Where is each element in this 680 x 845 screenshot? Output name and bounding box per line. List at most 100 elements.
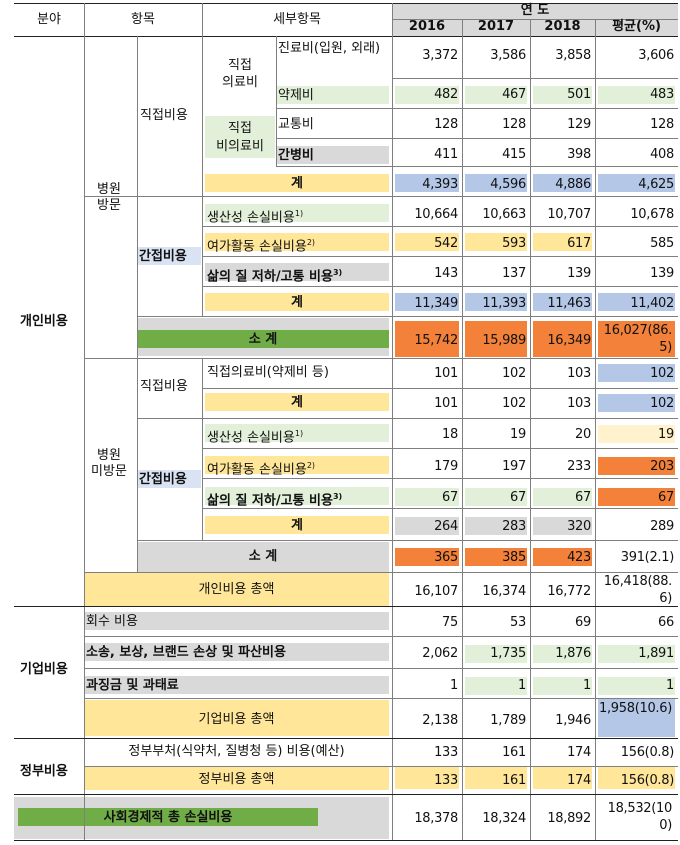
row-value: 75 (442, 615, 458, 630)
row-value: 542 (434, 236, 458, 251)
row-value: 53 (510, 615, 526, 630)
grid-line (202, 256, 392, 257)
grid-line (392, 166, 678, 167)
grid-line (392, 256, 678, 257)
row-label: 삶의 질 저하/고통 비용3) (207, 268, 343, 285)
grid-line (392, 418, 678, 419)
row-value: 161 (502, 773, 526, 788)
fill-label (137, 470, 201, 488)
row-value: 1 (518, 678, 526, 693)
row-value: 10,707 (547, 207, 591, 222)
grid-line (202, 286, 392, 287)
grid-line (530, 19, 531, 840)
value-fill (598, 767, 675, 789)
row-value: 3,586 (490, 48, 526, 63)
row-value: 67 (510, 490, 526, 505)
grid-line (392, 286, 678, 287)
value-fill (598, 645, 675, 663)
row-value: 102 (502, 366, 526, 381)
fill-label (205, 424, 389, 442)
fill-label (205, 293, 389, 311)
row-label: 기업비용 총액 (198, 712, 275, 727)
row-value: 18,324 (482, 811, 526, 826)
row-value: 283 (502, 519, 526, 534)
grid-line (392, 138, 678, 139)
grid-line (84, 766, 392, 767)
row-label: 여가활동 손실비용2) (207, 238, 316, 255)
row-value: 18,532(100) (607, 801, 673, 833)
row-label: 계 (291, 176, 303, 191)
row-label: 과징금 및 과태료 (86, 678, 179, 693)
value-fill (395, 488, 459, 506)
value-fill (465, 174, 527, 192)
row-label: 사회경제적 총 손실비용 (103, 810, 233, 825)
value-fill (533, 86, 592, 104)
fill-label (137, 542, 389, 572)
grid-line (392, 226, 678, 227)
value-fill (598, 488, 675, 506)
grid-line (392, 698, 678, 699)
row-value: 365 (434, 550, 458, 565)
row-value: 19 (510, 427, 526, 442)
row-label: 생산성 손실비용1) (207, 209, 304, 226)
fill-label (84, 612, 389, 630)
grid-line (137, 540, 392, 541)
grid-line (202, 226, 392, 227)
row-value: 101 (434, 366, 458, 381)
row-value: 1 (450, 678, 458, 693)
header-year-2017: 2017 (477, 19, 515, 34)
fill-label (205, 516, 389, 534)
row-value: 264 (434, 519, 458, 534)
grid-line (202, 448, 392, 449)
row-value: 197 (502, 459, 526, 474)
grid-line (84, 358, 392, 359)
row-value: 174 (567, 745, 591, 760)
grid-line (14, 3, 678, 4)
row-value: 139 (567, 266, 591, 281)
row-value: 128 (502, 117, 526, 132)
row-label: 삶의 질 저하/고통 비용3) (207, 492, 343, 509)
header-year-band (392, 4, 678, 36)
row-value: 15,989 (482, 333, 526, 348)
row-value: 66 (658, 615, 674, 630)
row-value: 67 (658, 490, 674, 505)
grid-line (392, 358, 678, 359)
row-value: 501 (567, 87, 591, 102)
row-value: 233 (567, 459, 591, 474)
row-value: 408 (650, 147, 674, 162)
header-detail: 세부항목 (273, 12, 321, 27)
row-label: 소송, 보상, 브랜드 손상 및 파산비용 (86, 645, 286, 660)
grid-line (14, 794, 678, 795)
row-value: 467 (502, 87, 526, 102)
row-value: 1,735 (490, 646, 526, 661)
grid-line (84, 698, 392, 699)
grid-line (137, 316, 392, 317)
row-value: 391(2.1) (620, 550, 675, 565)
grid-line (202, 36, 203, 316)
row-value: 19 (658, 427, 674, 442)
row-value: 67 (442, 490, 458, 505)
value-fill (465, 548, 527, 566)
value-fill (598, 86, 675, 104)
value-fill (533, 645, 592, 663)
fill-label (205, 263, 389, 281)
row-value: 3,372 (422, 48, 458, 63)
row-value: 102 (502, 396, 526, 411)
grid-line (84, 636, 392, 637)
value-fill (465, 645, 527, 663)
row-value: 69 (575, 615, 591, 630)
grid-line (595, 19, 596, 840)
row-label: 개인비용 총액 (198, 582, 275, 597)
row-value: 593 (502, 236, 526, 251)
value-fill (533, 548, 592, 566)
row-value: 129 (567, 117, 591, 132)
value-fill (598, 425, 675, 443)
row-value: 10,664 (414, 207, 458, 222)
fill-label (205, 456, 389, 474)
value-fill (465, 767, 527, 789)
row-value: 133 (434, 745, 458, 760)
sub-direct-medical-2: 의료비 (222, 75, 258, 90)
row-value: 11,463 (547, 296, 591, 311)
grid-line (392, 668, 678, 669)
grid-line (14, 840, 678, 841)
